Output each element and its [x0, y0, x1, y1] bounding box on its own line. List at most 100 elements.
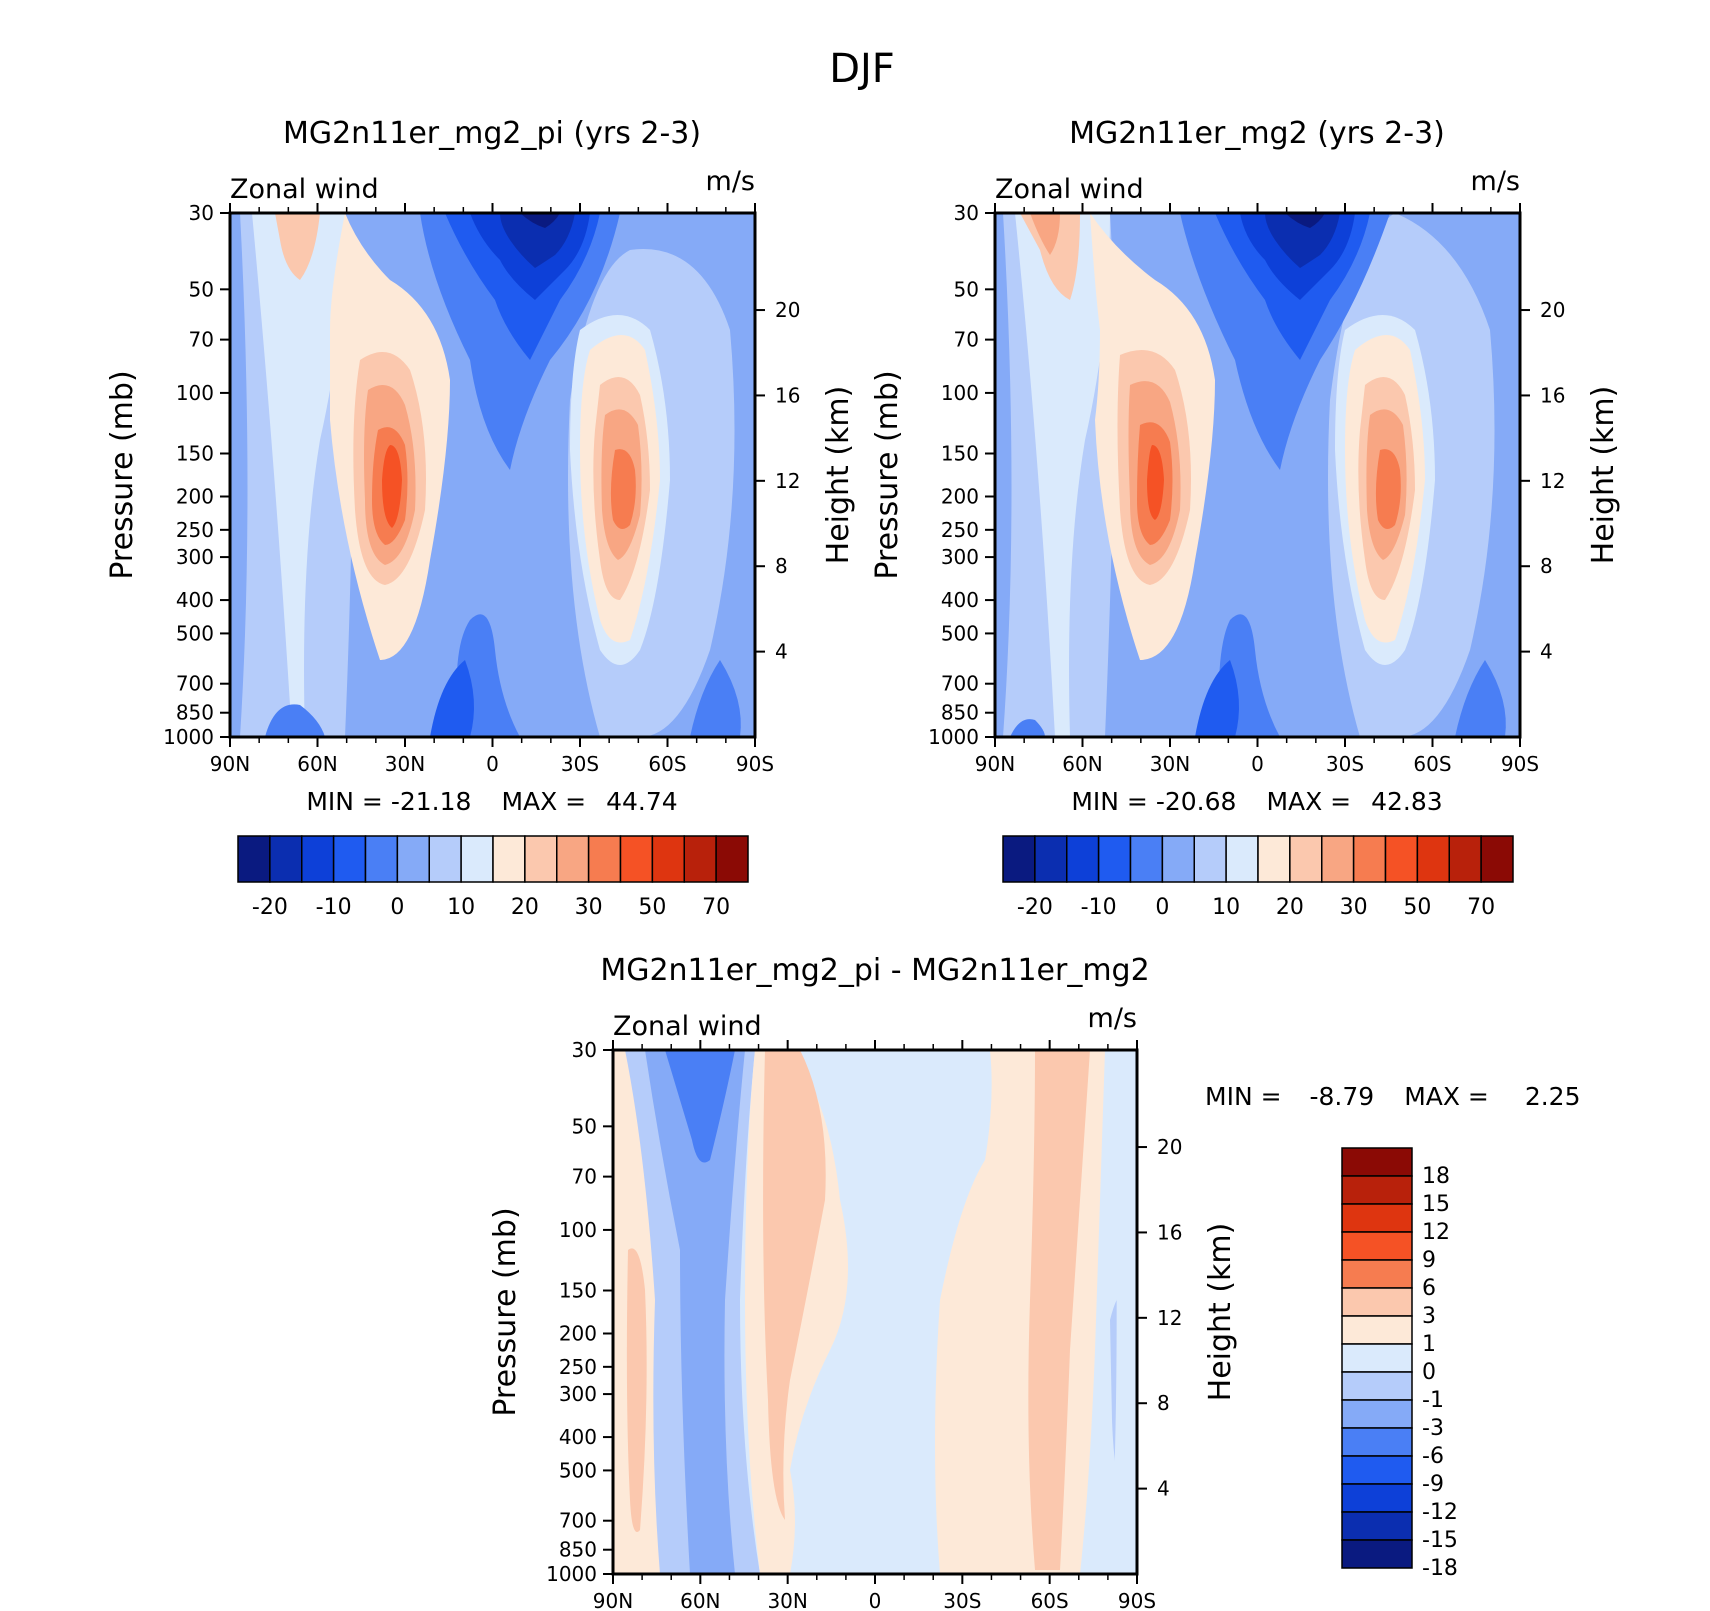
- panel-3-colorbar-label: -3: [1422, 1416, 1444, 1441]
- panel-3-min-label: MIN =: [1205, 1082, 1290, 1111]
- panel-1-colorbar-swatch: [460, 835, 494, 883]
- panel-3-colorbar-label: 18: [1422, 1164, 1450, 1189]
- panel-1-tropical-easterly-core-4: [520, 213, 560, 228]
- panel-3: MG2n11er_mg2_pi - MG2n11er_mg2 Zonal win…: [488, 953, 1581, 1611]
- panel-2-colorbar-swatch: [1480, 835, 1514, 883]
- panel-2-title: MG2n11er_mg2 (yrs 2-3): [1069, 116, 1445, 151]
- panel-1-pressure-tick-label: 30: [189, 201, 214, 225]
- panel-1-min-label: MIN =: [306, 787, 391, 816]
- panel-3-max-label: MAX =: [1404, 1082, 1497, 1111]
- panel-3-colorbar-swatch: [1341, 1259, 1413, 1289]
- figure-title: DJF: [829, 46, 895, 92]
- panel-1-colorbar-label: 10: [447, 895, 475, 920]
- panel-3-colorbar-swatch: [1341, 1455, 1413, 1485]
- panel-1-colorbar-swatch: [556, 835, 590, 883]
- panel-1-colorbar-swatch: [301, 835, 335, 883]
- panel-1-colorbar-swatch: [683, 835, 717, 883]
- panel-1-colorbar-swatch: [715, 835, 749, 883]
- panel-2-pressure-tick-label: 50: [954, 277, 979, 301]
- panel-2-colorbar-label: -10: [1081, 895, 1117, 920]
- panel-3-nh-positive-core: [626, 1248, 647, 1532]
- panel-2-colorbar-label: 0: [1155, 895, 1169, 920]
- panel-1-lat-tick-label: 30N: [385, 752, 425, 776]
- panel-2-max-label: MAX =: [1266, 787, 1359, 816]
- panel-2-contours: [995, 213, 1520, 737]
- panel-2-pressure-tick-label: 150: [941, 442, 979, 466]
- panel-1-colorbar-label: 20: [511, 895, 539, 920]
- panel-2-lat-tick-label: 30N: [1150, 752, 1190, 776]
- panel-2-colorbar-swatch: [1002, 835, 1036, 883]
- panel-1-pressure-tick-label: 50: [189, 277, 214, 301]
- panel-2-nh-very-light-band: [1015, 213, 1110, 737]
- panel-3-pressure-tick-label: 300: [559, 1382, 597, 1406]
- panel-3-pressure-tick-label: 150: [559, 1279, 597, 1303]
- panel-2-low-level-nh-blue: [1010, 719, 1045, 737]
- panel-3-colorbar-swatch: [1341, 1371, 1413, 1401]
- panel-3-colorbar-label: 12: [1422, 1220, 1450, 1245]
- panel-3-pressure-tick-label: 30: [572, 1038, 597, 1062]
- panel-3-pressure-tick-label: 100: [559, 1218, 597, 1242]
- panel-1-pressure-tick-label: 400: [176, 588, 214, 612]
- panel-2-colorbar-label: 50: [1403, 895, 1431, 920]
- panel-2-nh-jet-core: [1147, 445, 1164, 520]
- panel-3-colorbar-label: 6: [1422, 1276, 1436, 1301]
- panel-2-height-tick-label: 12: [1540, 469, 1565, 493]
- panel-2-lat-tick-label: 60N: [1062, 752, 1102, 776]
- panel-3-colorbar-swatch: [1341, 1175, 1413, 1205]
- panel-2-colorbar-label: 20: [1276, 895, 1304, 920]
- panel-1-colorbar-swatch: [237, 835, 271, 883]
- panel-1-pressure-tick-label: 150: [176, 442, 214, 466]
- panel-2-tropical-easterly-core-3: [1265, 213, 1340, 268]
- panel-3-lat-tick-label: 90N: [593, 1589, 633, 1611]
- panel-1-nh-jet-25: [275, 213, 320, 280]
- panel-2: MG2n11er_mg2 (yrs 2-3) Zonal wind m/s: [870, 116, 1621, 920]
- panel-1-colorbar-swatch: [396, 835, 430, 883]
- panel-2-pressure-tick-label: 100: [941, 381, 979, 405]
- panel-2-ylabel: Pressure (mb): [870, 370, 905, 579]
- panel-2-colorbar-label: 10: [1212, 895, 1240, 920]
- panel-3-pressure-tick-label: 400: [559, 1425, 597, 1449]
- panel-1-lat-tick-label: 30S: [561, 752, 599, 776]
- panel-2-pressure-tick-label: 1000: [928, 725, 979, 749]
- panel-1-pressure-tick-label: 200: [176, 484, 214, 508]
- panel-3-colorbar-label: -15: [1422, 1528, 1458, 1553]
- panel-2-units: m/s: [1471, 166, 1520, 197]
- panel-3-colorbar-swatch: [1341, 1287, 1413, 1317]
- panel-1-lat-tick-label: 0: [486, 752, 499, 776]
- panel-3-colorbar-label: 3: [1422, 1304, 1436, 1329]
- panel-2-lat-tick-label: 0: [1251, 752, 1264, 776]
- panel-1-height-tick-label: 12: [775, 469, 800, 493]
- panel-3-height-tick-label: 4: [1157, 1477, 1170, 1501]
- panel-3-y2label: Height (km): [1203, 1223, 1238, 1402]
- panel-3-height-tick-label: 12: [1157, 1306, 1182, 1330]
- panel-3-colorbar-swatch: [1341, 1539, 1413, 1569]
- panel-1-colorbar-swatch: [651, 835, 685, 883]
- panel-3-height-tick-label: 20: [1157, 1135, 1182, 1159]
- panel-3-pressure-tick-label: 200: [559, 1321, 597, 1345]
- panel-3-colorbar-label: -9: [1422, 1472, 1444, 1497]
- panel-1-colorbar: -20 -10 0 10 20 30 50 70: [237, 835, 749, 920]
- panel-2-pressure-tick-label: 70: [954, 328, 979, 352]
- panel-2-tropical-easterly-core-4: [1285, 213, 1325, 228]
- panel-3-colorbar-swatch: [1341, 1147, 1413, 1177]
- panel-1-min-value: -21.18: [391, 787, 472, 816]
- panel-1-lat-tick-label: 60S: [648, 752, 686, 776]
- panel-1-colorbar-swatch: [492, 835, 526, 883]
- panel-3-colorbar-label: -6: [1422, 1444, 1444, 1469]
- panel-2-colorbar-swatch: [1225, 835, 1259, 883]
- panel-1-colorbar-label: -20: [252, 895, 288, 920]
- panel-1-lat-tick-label: 90S: [736, 752, 774, 776]
- panel-1-sh-jet-core: [610, 449, 636, 529]
- panel-1-colorbar-label: 30: [575, 895, 603, 920]
- panel-2-colorbar-swatch: [1289, 835, 1323, 883]
- panel-1-colorbar-label: -10: [316, 895, 352, 920]
- panel-3-nh-negative-core: [665, 1050, 735, 1163]
- panel-2-low-level-sh-blue: [1455, 660, 1506, 737]
- panel-2-colorbar-swatch: [1066, 835, 1100, 883]
- panel-3-pressure-tick-label: 250: [559, 1355, 597, 1379]
- panel-1-y2label: Height (km): [821, 386, 856, 565]
- panel-2-lat-tick-label: 90S: [1501, 752, 1539, 776]
